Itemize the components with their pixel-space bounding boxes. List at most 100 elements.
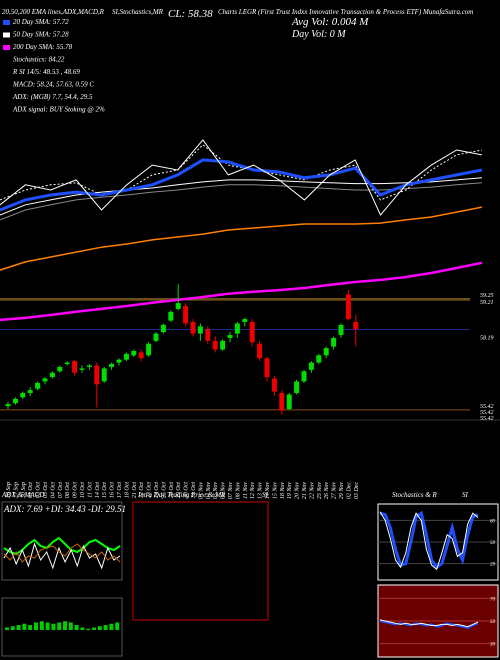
candle-body [27, 390, 33, 394]
date-label: 11 Oct [87, 482, 93, 498]
candle-body [338, 324, 344, 336]
macd-bar [39, 621, 44, 630]
candle-body [12, 398, 18, 404]
candle-body [323, 348, 329, 356]
adx-reading: ADX: 7.69 +DI: 34.43 -DI: 29.51 [3, 504, 126, 514]
candle-body [131, 350, 137, 356]
macd-bar [34, 622, 38, 630]
date-label: 16 Oct [110, 482, 116, 498]
ma-line [0, 206, 483, 271]
candle-body [123, 353, 129, 360]
candle-body [227, 335, 233, 338]
date-label: 02 Oct [36, 482, 42, 498]
candle-body [190, 321, 196, 334]
date-label: 27 Nov [332, 482, 338, 500]
candle-body [308, 362, 314, 370]
y-tick-label: 80 [490, 519, 496, 524]
intraday-title: Intra Day Trading Price & MR [137, 491, 226, 499]
date-label: 25 Nov [317, 482, 323, 500]
date-label: 15 Oct [102, 482, 108, 498]
macd-bar [80, 627, 85, 630]
candle-body [153, 333, 159, 341]
ticker: Charts LEGR [218, 8, 257, 16]
candle-body [175, 303, 181, 309]
date-label: 24 Oct [153, 482, 160, 498]
date-label: 22 Oct [139, 482, 145, 498]
fund-name: (First Trust Indxx Innovative Transactio… [258, 8, 473, 16]
candle-body [79, 368, 85, 370]
date-label: 21 Oct [132, 482, 138, 498]
legend-swatch [3, 20, 10, 25]
date-label: 11 Nov [243, 482, 249, 499]
macd-bar [45, 622, 50, 630]
date-label: 01 Nov [198, 482, 204, 500]
macd-bar [103, 625, 108, 630]
adx-line [3, 542, 121, 570]
date-label: 27 Sep [13, 482, 19, 498]
intraday-title2: SI [262, 491, 269, 499]
date-label: 15 Nov [272, 482, 278, 500]
candle-body [42, 378, 48, 382]
candle-body [109, 364, 115, 367]
stoch-line [379, 510, 479, 570]
stoch-title: Stochastics & R [392, 491, 437, 499]
date-label: 12 Nov [250, 482, 256, 500]
date-label: 13 Nov [258, 482, 264, 500]
candle-body [116, 359, 122, 363]
macd-bar [86, 628, 91, 630]
level-label: 59.21 [480, 300, 494, 306]
candle-body [212, 340, 218, 350]
ma-line [0, 144, 483, 201]
candle-body [86, 365, 92, 367]
legend-text: MACD: 58.24, 57.63, 0.59 C [12, 81, 94, 89]
candle-body [286, 394, 292, 409]
date-label: 03 Dec [354, 482, 360, 499]
candle-body [316, 355, 322, 363]
legend-swatch [3, 45, 10, 50]
date-label: 06 Nov [221, 482, 227, 500]
macd-frame [1, 597, 123, 657]
legend-text: ADX signal: BUY Stoking @ 2% [12, 106, 105, 114]
date-label: 29 Nov [339, 482, 345, 500]
candle-body [72, 361, 78, 373]
candle-body [138, 352, 144, 359]
y-tick-label: 20 [490, 563, 496, 568]
date-label: 01 Oct [28, 482, 34, 498]
legend-text: Stochastics: 84.22 [13, 56, 65, 64]
date-label: 29 Oct [176, 482, 182, 498]
macd-bar [57, 622, 62, 630]
date-label: 18 Nov [280, 482, 286, 500]
level-label: 55.42 [480, 403, 494, 410]
y-tick-label: 50 [490, 541, 496, 546]
header-mid: SI,Stochastics,MR [112, 8, 164, 16]
candle-body [20, 393, 26, 398]
date-label: 17 Oct [117, 482, 123, 498]
macd-bar [16, 625, 21, 630]
macd-bar [74, 625, 79, 630]
candle-body [94, 365, 100, 385]
legend-text: 50 Day SMA: 57.28 [13, 31, 69, 39]
macd-bar [5, 627, 9, 630]
date-label: 08 Oct [65, 482, 71, 498]
macd-bar [92, 627, 96, 630]
stoch-line [379, 511, 479, 571]
macd-bar [63, 621, 67, 630]
candle-body [301, 371, 307, 382]
macd-bar [68, 622, 73, 630]
date-label: 31 Oct [191, 482, 197, 499]
candle-body [353, 321, 359, 330]
date-label: 04 Nov [205, 482, 212, 500]
macd-bar [22, 623, 27, 630]
date-label: 07 Nov [228, 482, 234, 500]
date-label: 18 Oct [124, 482, 130, 498]
candle-body [57, 366, 63, 372]
candle-body [197, 326, 203, 334]
legend-text: 20 Day SMA: 57.72 [13, 18, 69, 26]
date-label: 14 Oct [94, 482, 101, 498]
date-label: 28 Oct [169, 482, 175, 498]
macd-bar [10, 626, 15, 630]
candle-body [345, 294, 351, 320]
candle-body [101, 368, 107, 382]
adx-line [3, 543, 121, 563]
close-price: CL: 58.38 [168, 8, 213, 20]
